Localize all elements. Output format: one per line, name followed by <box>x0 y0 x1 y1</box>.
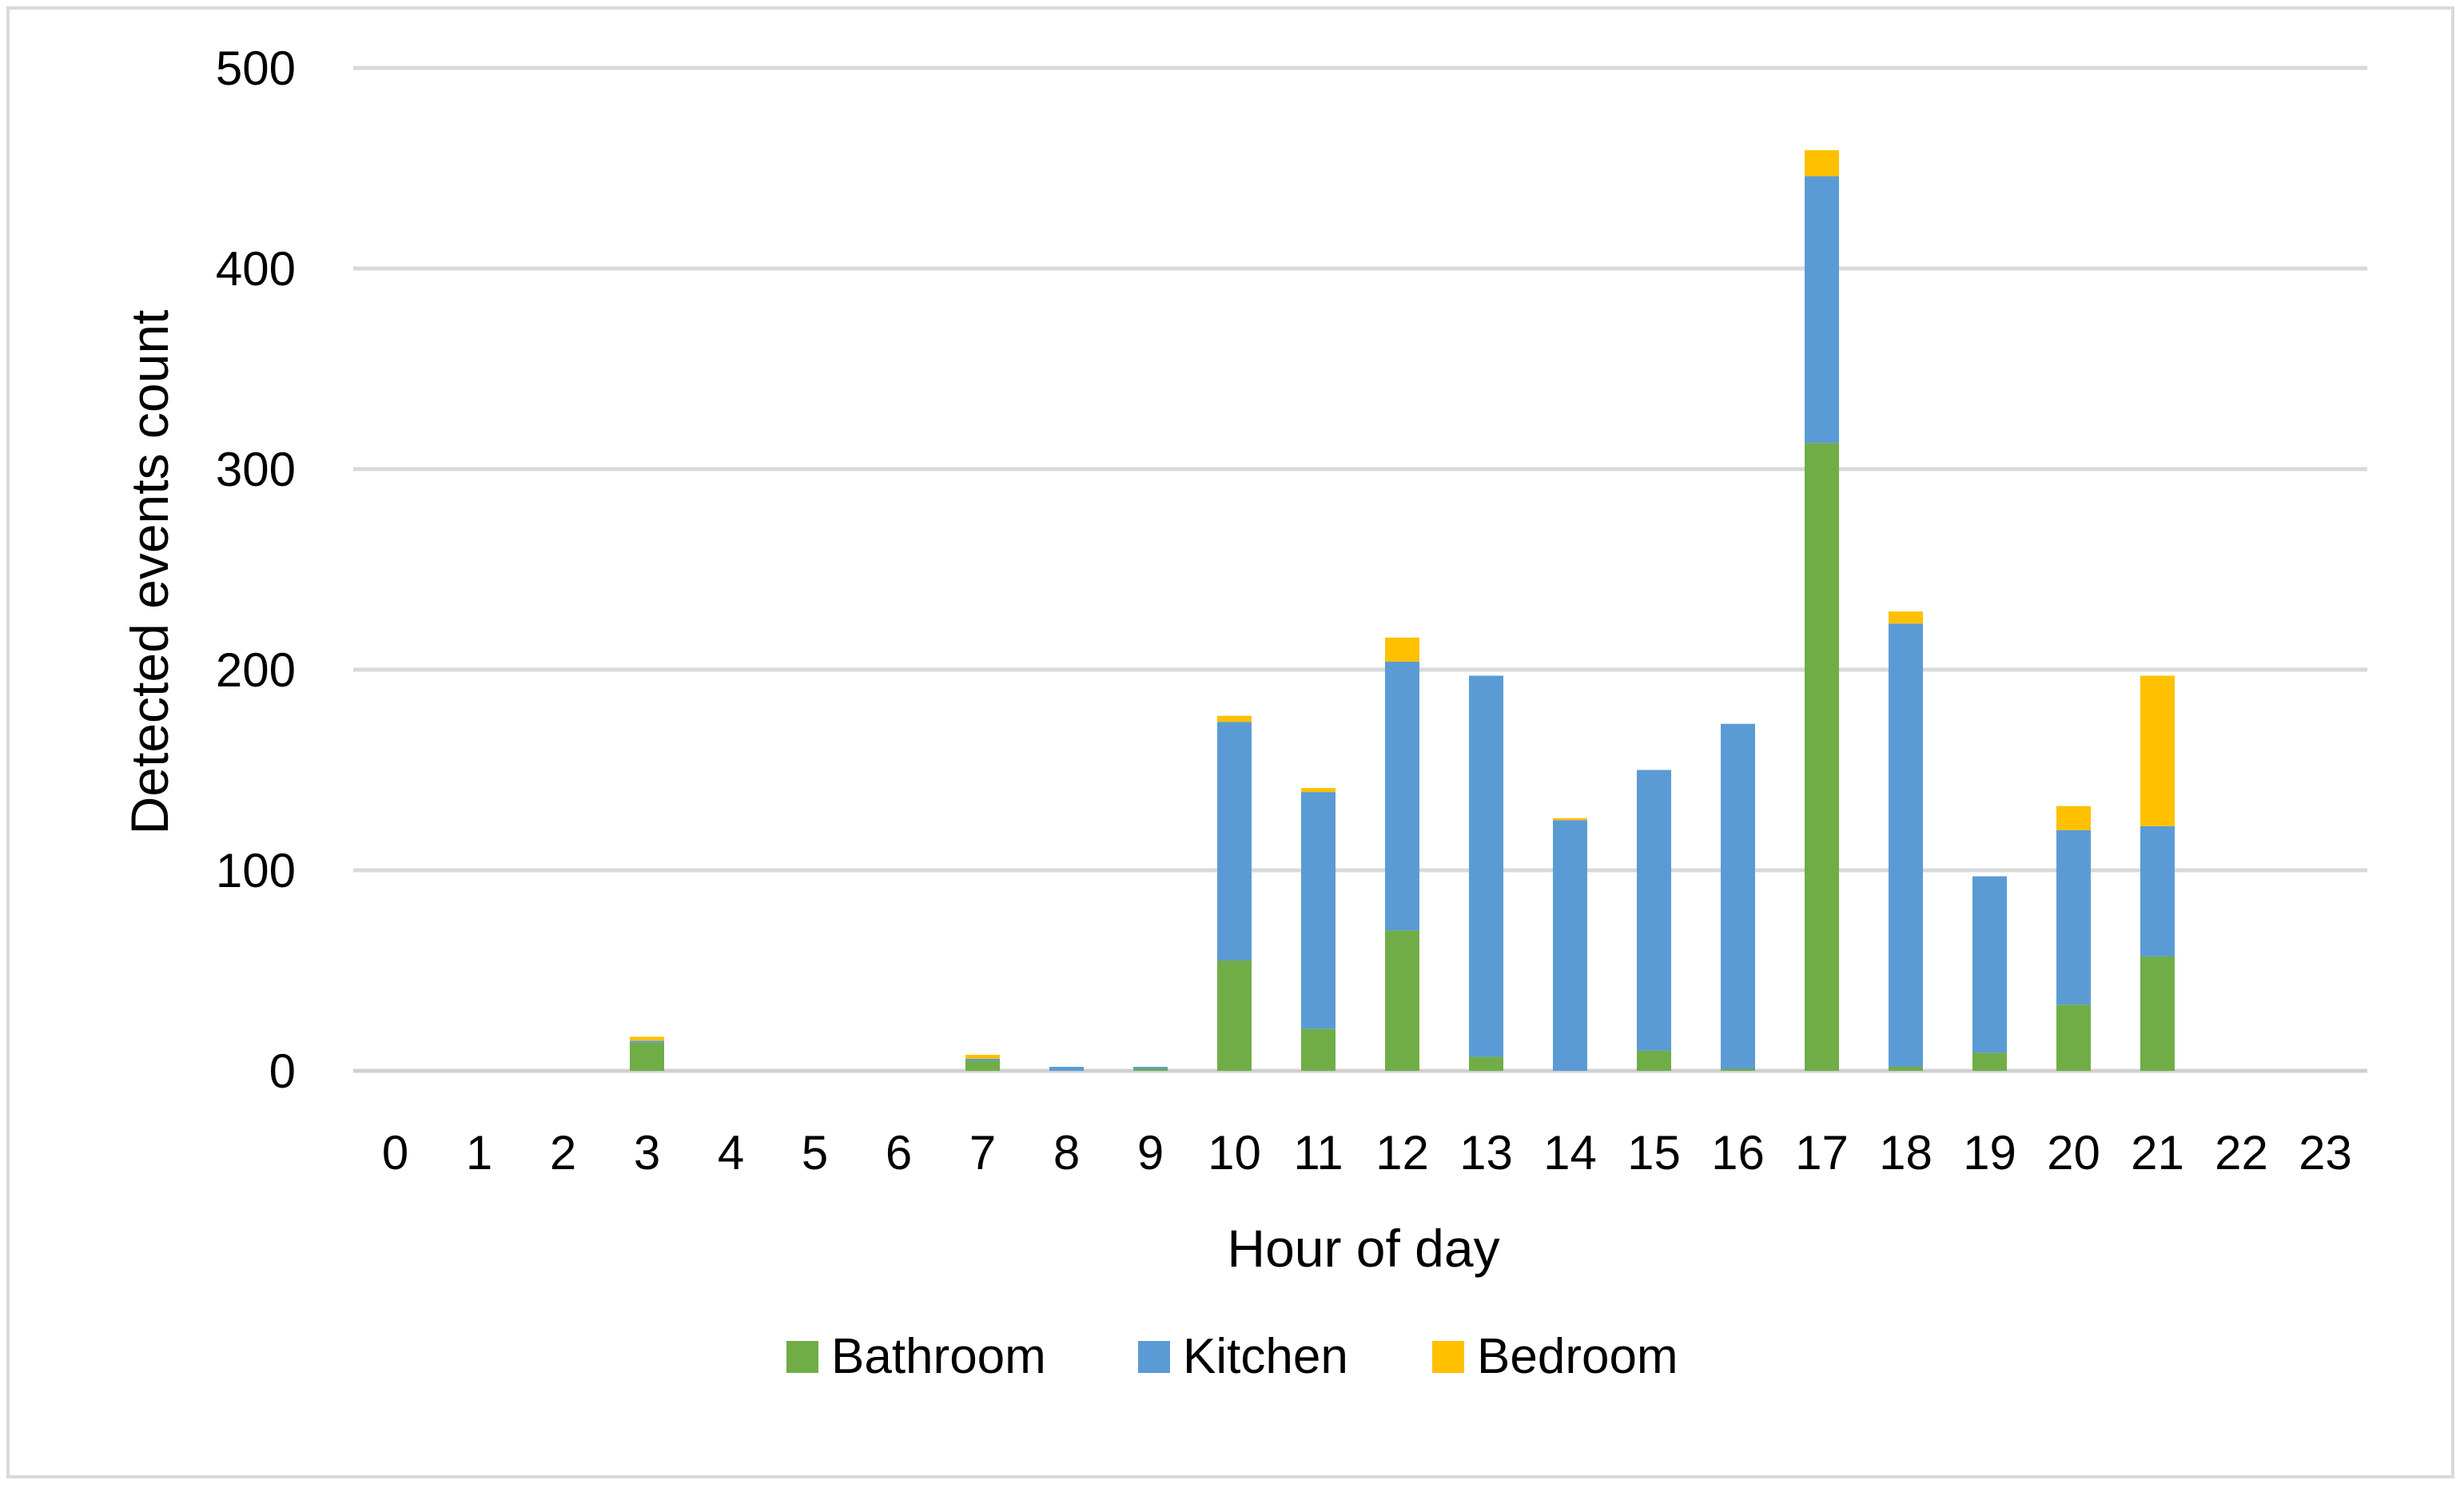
x-tick-label: 17 <box>1795 1126 1849 1180</box>
x-tick-label: 4 <box>718 1126 744 1180</box>
bar-kitchen-17 <box>1805 176 1839 444</box>
x-tick-label: 13 <box>1459 1126 1513 1180</box>
bar-bedroom-14 <box>1553 818 1587 821</box>
x-tick-label: 11 <box>1293 1126 1343 1180</box>
bar-kitchen-10 <box>1217 722 1252 961</box>
x-tick-label: 1 <box>466 1126 492 1180</box>
bar-bedroom-18 <box>1889 611 1923 624</box>
x-axis-ticks: 0 1 2 3 4 5 6 7 8 9 10 11 12 13 14 15 16 17 18 19 20 21 22 23 <box>382 1126 2352 1180</box>
bar-bedroom-20 <box>2056 806 2091 830</box>
bar-bathroom-15 <box>1637 1050 1671 1071</box>
bar-kitchen-18 <box>1889 623 1923 1067</box>
bar-kitchen-12 <box>1385 661 1419 931</box>
bar-kitchen-8 <box>1049 1066 1084 1071</box>
legend-swatch-bedroom <box>1432 1341 1464 1373</box>
x-tick-label: 3 <box>634 1126 660 1180</box>
bar-kitchen-16 <box>1721 723 1755 1069</box>
x-tick-label: 6 <box>886 1126 912 1180</box>
bar-kitchen-21 <box>2140 826 2175 957</box>
bar-bedroom-7 <box>965 1054 1000 1059</box>
y-tick-label: 100 <box>216 844 296 897</box>
x-tick-label: 9 <box>1137 1126 1164 1180</box>
bar-kitchen-19 <box>1972 876 2007 1053</box>
x-tick-label: 21 <box>2131 1126 2184 1180</box>
bar-kitchen-15 <box>1637 770 1671 1051</box>
x-tick-label: 10 <box>1208 1126 1261 1180</box>
bars <box>630 149 2175 1071</box>
bar-kitchen-11 <box>1301 792 1335 1029</box>
legend-label-kitchen: Kitchen <box>1183 1329 1348 1384</box>
bar-bedroom-11 <box>1301 788 1335 793</box>
bar-bathroom-9 <box>1133 1068 1168 1071</box>
x-tick-label: 5 <box>802 1126 828 1180</box>
bar-bathroom-21 <box>2140 956 2175 1071</box>
y-tick-label: 300 <box>216 443 296 496</box>
x-tick-label: 12 <box>1375 1126 1429 1180</box>
x-tick-label: 22 <box>2215 1126 2268 1180</box>
bar-bedroom-3 <box>630 1036 664 1041</box>
x-tick-label: 0 <box>382 1126 408 1180</box>
bar-bathroom-13 <box>1469 1056 1503 1071</box>
y-tick-label: 200 <box>216 643 296 697</box>
x-axis-title: Hour of day <box>1227 1219 1499 1278</box>
x-tick-label: 16 <box>1711 1126 1765 1180</box>
bar-kitchen-14 <box>1553 820 1587 1071</box>
legend-swatch-kitchen <box>1138 1341 1170 1373</box>
bar-bathroom-16 <box>1721 1068 1755 1071</box>
y-tick-label: 0 <box>269 1044 296 1098</box>
legend-label-bedroom: Bedroom <box>1477 1329 1678 1384</box>
y-tick-label: 400 <box>216 242 296 296</box>
bar-kitchen-20 <box>2056 830 2091 1005</box>
bar-kitchen-7 <box>965 1058 1000 1061</box>
bar-bathroom-10 <box>1217 960 1252 1071</box>
y-axis-title: Detected events count <box>120 310 179 835</box>
bar-bedroom-10 <box>1217 715 1252 722</box>
bar-bathroom-12 <box>1385 930 1419 1071</box>
x-tick-label: 8 <box>1053 1126 1080 1180</box>
bar-bathroom-7 <box>965 1060 1000 1071</box>
x-tick-label: 14 <box>1543 1126 1597 1180</box>
gridlines <box>353 66 2367 1073</box>
x-tick-label: 19 <box>1963 1126 2016 1180</box>
bar-kitchen-3 <box>630 1040 664 1043</box>
legend-swatch-bathroom <box>786 1341 818 1373</box>
bar-bathroom-11 <box>1301 1028 1335 1071</box>
x-tick-label: 7 <box>969 1126 996 1180</box>
x-tick-label: 15 <box>1627 1126 1681 1180</box>
bar-bedroom-12 <box>1385 637 1419 662</box>
bar-bedroom-17 <box>1805 149 1839 177</box>
y-axis-ticks: 0 100 200 300 400 500 <box>216 42 296 1098</box>
bar-bathroom-19 <box>1972 1052 2007 1071</box>
bar-bathroom-20 <box>2056 1005 2091 1071</box>
bar-bedroom-21 <box>2140 675 2175 826</box>
bar-bathroom-3 <box>630 1042 664 1071</box>
bar-bathroom-17 <box>1805 443 1839 1071</box>
x-tick-label: 20 <box>2047 1126 2100 1180</box>
legend-label-bathroom: Bathroom <box>831 1329 1046 1384</box>
x-tick-label: 2 <box>550 1126 576 1180</box>
bar-kitchen-9 <box>1133 1066 1168 1069</box>
y-tick-label: 500 <box>216 42 296 95</box>
bar-bathroom-18 <box>1889 1066 1923 1071</box>
x-tick-label: 23 <box>2299 1126 2352 1180</box>
legend: Bathroom Kitchen Bedroom <box>786 1329 1678 1384</box>
x-tick-label: 18 <box>1879 1126 1933 1180</box>
bar-kitchen-13 <box>1469 675 1503 1057</box>
